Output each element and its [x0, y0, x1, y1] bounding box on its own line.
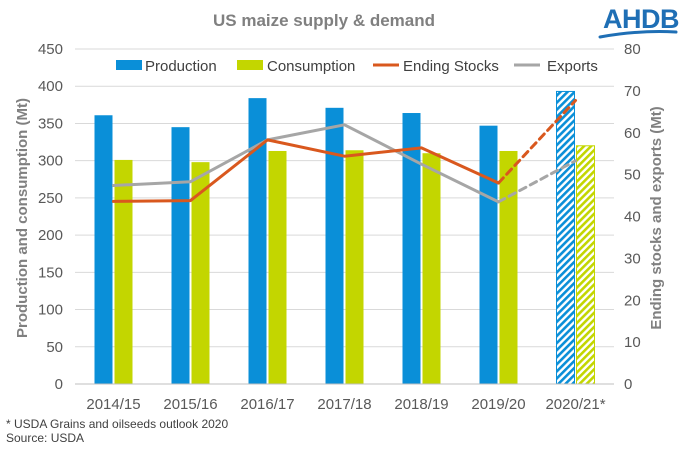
y-left-tick-label-350: 350	[38, 115, 63, 132]
bar-production-2	[248, 98, 267, 384]
x-tick-label-3: 2017/18	[317, 396, 371, 413]
legend: Production Consumption Ending Stocks Exp…	[116, 58, 598, 75]
bar-production-0	[94, 115, 113, 384]
y-axis-right-label: Ending stocks and exports (Mt)	[648, 106, 665, 329]
y-right-tick-label-20: 20	[624, 292, 641, 309]
logo-swoosh-icon	[598, 30, 678, 39]
x-tick-label-5: 2019/20	[471, 396, 525, 413]
line-ending-stocks-forecast	[497, 99, 577, 185]
legend-label-production: Production	[145, 58, 217, 75]
bar-production-6	[556, 90, 575, 385]
x-axis-ticks: 2014/15 2015/16 2016/17 2017/18 2018/19 2019/…	[86, 396, 605, 413]
y-left-tick-label-100: 100	[38, 302, 63, 319]
x-tick-label-0: 2014/15	[86, 396, 140, 413]
bar-consumption-4	[422, 153, 441, 384]
y-right-tick-label-60: 60	[624, 125, 641, 142]
bar-consumption-6	[576, 145, 595, 385]
y-left-tick-label-150: 150	[38, 264, 63, 281]
y-left-tick-label-400: 400	[38, 78, 63, 95]
legend-label-ending-stocks: Ending Stocks	[403, 58, 499, 75]
y-left-tick-label-450: 450	[38, 41, 63, 58]
legend-swatch-consumption	[237, 60, 263, 70]
y-right-tick-label-80: 80	[624, 41, 641, 58]
y-right-tick-label-70: 70	[624, 83, 641, 100]
y-right-tick-label-10: 10	[624, 334, 641, 351]
y-left-tick-label-0: 0	[55, 376, 63, 393]
line-series	[112, 99, 577, 204]
x-tick-label-1: 2015/16	[163, 396, 217, 413]
bar-consumption-3	[345, 150, 364, 384]
line-ending-stocks	[112, 138, 500, 203]
x-tick-label-2: 2016/17	[240, 396, 294, 413]
y-left-tick-label-300: 300	[38, 153, 63, 170]
legend-swatch-production	[116, 60, 142, 70]
y-axis-right-ticks: 0 10 20 30 40 50 60 70 80	[624, 41, 641, 393]
y-left-tick-label-50: 50	[46, 339, 63, 356]
bar-consumption-5	[499, 150, 518, 384]
chart-title: US maize supply & demand	[213, 11, 435, 30]
bar-consumption-0	[114, 159, 133, 384]
x-tick-label-6: 2020/21*	[545, 396, 605, 413]
ahdb-logo: AHDB	[598, 4, 680, 39]
y-right-tick-label-40: 40	[624, 209, 641, 226]
y-right-tick-label-50: 50	[624, 167, 641, 184]
y-left-tick-label-200: 200	[38, 227, 63, 244]
legend-label-exports: Exports	[547, 58, 598, 75]
bar-consumption-2	[268, 150, 287, 384]
footnote-source: Source: USDA	[6, 431, 85, 445]
y-left-tick-label-250: 250	[38, 190, 63, 207]
line-exports	[112, 123, 500, 204]
y-right-tick-label-0: 0	[624, 376, 632, 393]
bar-production-5	[479, 125, 498, 384]
bar-production-4	[402, 113, 421, 385]
bar-series	[94, 90, 595, 385]
y-right-tick-label-30: 30	[624, 250, 641, 267]
bar-production-1	[171, 127, 190, 385]
line-exports-forecast	[497, 159, 577, 204]
y-axis-left-ticks: 0 50 100 150 200 250 300 350 400 450	[38, 41, 63, 393]
gridlines	[75, 48, 614, 348]
footnote-usda-outlook: * USDA Grains and oilseeds outlook 2020	[6, 417, 229, 431]
bar-production-3	[325, 107, 344, 385]
x-tick-label-4: 2018/19	[394, 396, 448, 413]
logo-text: AHDB	[603, 4, 679, 34]
legend-label-consumption: Consumption	[267, 58, 355, 75]
bar-consumption-1	[191, 162, 210, 384]
y-axis-left-label: Production and consumption (Mt)	[14, 98, 31, 338]
